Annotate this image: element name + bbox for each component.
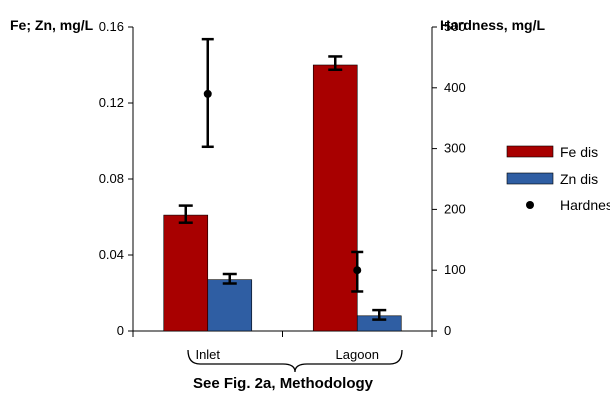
- left-tick-label: 0.16: [99, 19, 124, 34]
- left-tick-label: 0.04: [99, 247, 124, 262]
- right-tick-label: 400: [444, 80, 466, 95]
- legend-label: Zn dis: [560, 171, 598, 187]
- right-tick-label: 300: [444, 141, 466, 156]
- left-tick-label: 0: [117, 323, 124, 338]
- error-bar-zn-dis-lagoon: [372, 308, 387, 321]
- legend-item-fe-dis: Fe dis: [506, 144, 598, 160]
- right-tick-label: 100: [444, 262, 466, 277]
- left-tick-label: 0.12: [99, 95, 124, 110]
- point-hardness-inlet: [203, 89, 212, 98]
- legend-label: Hardness: [560, 197, 610, 213]
- category-label-lagoon: Lagoon: [336, 347, 379, 362]
- right-tick-label: 500: [444, 19, 466, 34]
- legend-swatch: [506, 172, 554, 185]
- legend-item-hardness: Hardness: [526, 197, 610, 213]
- plot-area: 0 0.04 0.08 0.12 0.16 0 100 200 300 400 500 Inlet La…: [99, 19, 466, 373]
- bar-fe-dis-lagoon: [312, 64, 358, 332]
- left-tick-label: 0.08: [99, 171, 124, 186]
- bar-fe-dis-inlet: [163, 214, 209, 332]
- legend: Fe dis Zn dis Hardness: [506, 144, 610, 213]
- legend-swatch: [506, 145, 554, 158]
- legend-label: Fe dis: [560, 144, 598, 160]
- left-axis-title: Fe; Zn, mg/L: [10, 17, 94, 33]
- bar-zn-dis-inlet: [207, 279, 253, 332]
- category-brace: [187, 349, 403, 373]
- legend-marker: [526, 201, 534, 209]
- point-hardness-lagoon: [353, 266, 362, 275]
- error-bar-fe-dis-inlet: [178, 204, 193, 224]
- footer-annotation: See Fig. 2a, Methodology: [193, 375, 374, 392]
- right-axis-title: Hardness, mg/L: [440, 17, 545, 33]
- right-tick-label: 200: [444, 201, 466, 216]
- legend-item-zn-dis: Zn dis: [506, 171, 598, 187]
- error-bar-zn-dis-inlet: [222, 272, 237, 285]
- right-tick-label: 0: [444, 323, 451, 338]
- error-bar-fe-dis-lagoon: [328, 55, 343, 71]
- category-label-inlet: Inlet: [195, 347, 220, 362]
